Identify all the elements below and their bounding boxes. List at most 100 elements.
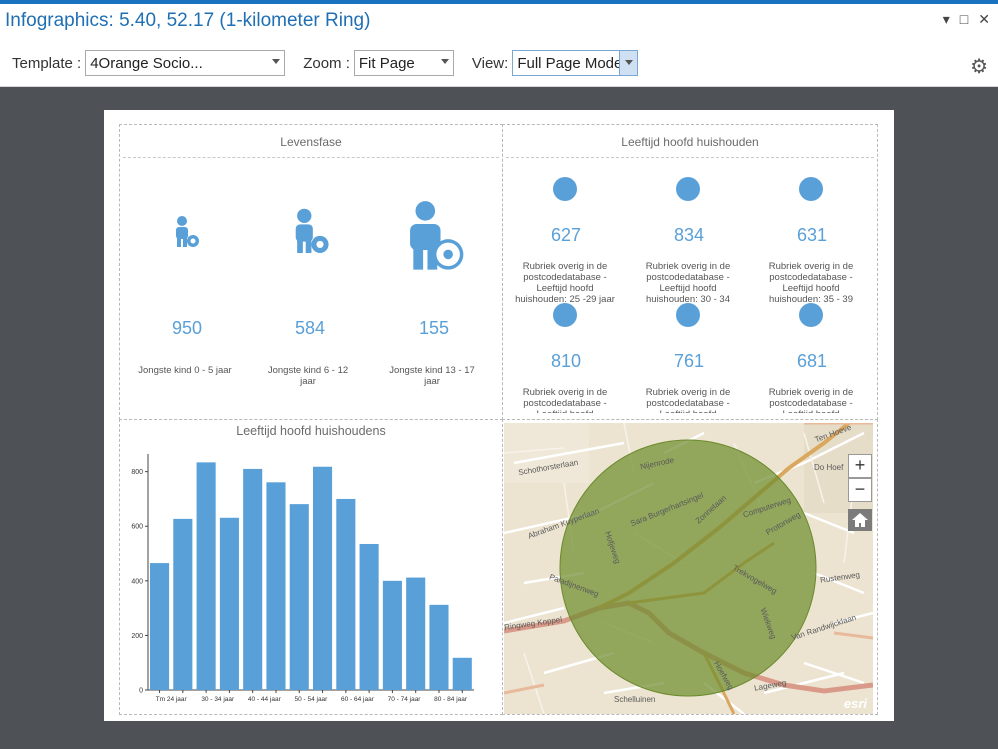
stat-label: Jongste kind 0 - 5 jaar [138, 365, 232, 376]
toolbar: Template : 4Orange Socio... Zoom : Fit P… [12, 49, 639, 77]
map-label: Do Hoef [814, 463, 844, 472]
dropdown-button[interactable] [619, 51, 638, 75]
x-tick-label: 70 - 74 jaar [388, 696, 422, 703]
stat-label: Rubriek overig in de postcodedatabase - … [645, 387, 731, 413]
map-panel [502, 419, 878, 715]
stat-label-box: Rubriek overig in de postcodedatabase - … [513, 261, 618, 308]
bar [406, 577, 426, 690]
levensfase-panel: Levensfase 950 584 [119, 124, 503, 420]
view-select[interactable]: Full Page Mode [512, 50, 639, 76]
template-select[interactable]: 4Orange Socio... [85, 50, 286, 76]
x-tick-label: 50 - 54 jaar [294, 696, 328, 703]
chart-title: Leeftijd hoofd huishoudens [236, 424, 386, 438]
stat-label-box: Rubriek overig in de postcodedatabase - … [636, 261, 741, 308]
home-button[interactable] [848, 509, 872, 531]
x-tick-label: 60 - 64 jaar [341, 696, 375, 703]
leeftijd-panel: Leeftijd hoofd huishouden 627 834 631 Ru… [502, 124, 878, 420]
esri-logo: esri [843, 696, 867, 711]
zoom-in-button[interactable]: + [848, 454, 872, 478]
window-controls: ▾ □ ✕ [943, 11, 990, 28]
divider [123, 157, 499, 158]
map-label: Schelluinen [614, 695, 656, 704]
y-tick-label: 200 [131, 633, 143, 640]
stat-dot [799, 303, 823, 327]
infographic-page: Levensfase 950 584 [104, 110, 894, 721]
view-label: View: [471, 54, 509, 72]
window-title: Infographics: 5.40, 52.17 (1-kilometer R… [5, 10, 371, 31]
zoom-value: Fit Page [358, 54, 415, 72]
bar [382, 580, 402, 690]
stat-value: 761 [673, 351, 705, 371]
stat-value: 681 [796, 351, 828, 371]
window-header: Infographics: 5.40, 52.17 (1-kilometer R… [0, 4, 998, 87]
bar [336, 498, 356, 690]
bar [313, 466, 333, 690]
stat-label: Rubriek overig in de postcodedatabase - … [515, 261, 615, 305]
divider [506, 157, 874, 158]
gear-icon[interactable]: ⚙ [970, 56, 988, 78]
levensfase-title: Levensfase [280, 135, 342, 149]
stat-label-box: Rubriek overig in de postcodedatabase - … [513, 387, 618, 413]
stat-label: Jongste kind 6 - 12 jaar [267, 365, 349, 387]
y-tick-label: 600 [131, 524, 143, 531]
stat-dot [553, 303, 577, 327]
stat-dot [553, 177, 577, 201]
close-icon[interactable]: ✕ [978, 11, 990, 27]
stat-label: Jongste kind 13 - 17 jaar [389, 365, 475, 387]
dropdown-icon[interactable]: ▾ [942, 11, 950, 27]
x-tick-label: 40 - 44 jaar [248, 696, 282, 703]
stat-value: 950 [171, 318, 203, 338]
child-ball-icon [176, 216, 199, 247]
child-ball-icon [410, 201, 464, 270]
stat-label: Rubriek overig in de postcodedatabase - … [522, 387, 608, 413]
bar [219, 517, 239, 690]
template-value: 4Orange Socio... [90, 54, 203, 72]
stat-dot [676, 303, 700, 327]
child-ball-icon [295, 208, 329, 253]
y-tick-label: 800 [131, 469, 143, 476]
map[interactable]: Schothorsterlaan Nijenrode Sara Burgerha… [504, 423, 873, 714]
stat-value: 627 [550, 225, 582, 245]
chevron-down-icon [440, 59, 449, 64]
stat-dot [676, 177, 700, 201]
template-label: Template : [12, 54, 82, 72]
chevron-down-icon [625, 60, 634, 65]
stat-label-box: Rubriek overig in de postcodedatabase - … [759, 387, 864, 413]
x-tick-label: 30 - 34 jaar [201, 696, 235, 703]
x-tick-label: 80 - 84 jaar [434, 696, 468, 703]
bar [266, 482, 286, 690]
stat-label: Rubriek overig in de postcodedatabase - … [645, 261, 731, 305]
map-canvas [504, 423, 873, 714]
bar [196, 462, 216, 690]
bar [452, 657, 472, 690]
view-value: Full Page Mode [517, 54, 623, 72]
home-icon [852, 513, 868, 527]
stat-value: 631 [796, 225, 828, 245]
bar [150, 563, 170, 690]
chevron-down-icon [272, 59, 281, 64]
y-tick-label: 400 [131, 578, 143, 585]
stat-value: 834 [673, 225, 705, 245]
bar [173, 518, 193, 690]
stat-value: 810 [550, 351, 582, 371]
zoom-out-button[interactable]: − [848, 478, 872, 502]
zoom-select[interactable]: Fit Page [353, 50, 454, 76]
stat-label: Rubriek overig in de postcodedatabase - … [768, 387, 854, 413]
bar-chart: 0 200 400 600 800 Tm 24 jaar 30 - 34 jaar 40 - … [131, 454, 474, 703]
maximize-icon[interactable]: □ [959, 11, 969, 27]
bar [429, 604, 449, 690]
bar [359, 543, 379, 690]
stat-label: Rubriek overig in de postcodedatabase - … [768, 261, 854, 305]
stat-dot [799, 177, 823, 201]
zoom-label: Zoom : [303, 54, 350, 72]
y-tick-label: 0 [139, 688, 143, 695]
stat-label-box: Rubriek overig in de postcodedatabase - … [759, 261, 864, 308]
accent-bar [0, 0, 998, 4]
bar [243, 468, 263, 690]
stat-value: 584 [294, 318, 326, 338]
x-tick-label: Tm 24 jaar [156, 696, 188, 703]
leeftijd-title: Leeftijd hoofd huishouden [621, 135, 759, 149]
bar [289, 504, 309, 690]
stat-label-box: Rubriek overig in de postcodedatabase - … [636, 387, 741, 413]
stat-value: 155 [418, 318, 450, 338]
